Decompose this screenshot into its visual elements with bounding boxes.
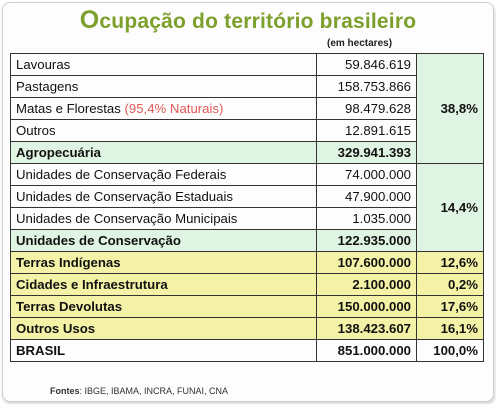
subtotal-row: Unidades de Conservação 122.935.000: [10, 229, 484, 252]
table-row: Outros Usos 138.423.607 16,1%: [10, 317, 484, 340]
unit-note: (em hectares): [327, 38, 393, 49]
row-label: Unidades de Conservação: [10, 229, 317, 252]
table-row: Unidades de Conservação Federais 74.000.…: [10, 163, 484, 252]
row-pct: 100,0%: [416, 339, 484, 362]
row-label: Terras Devolutas: [10, 295, 317, 318]
row-note: (95,4% Naturais): [124, 101, 224, 116]
row-value: 150.000.000: [316, 295, 417, 318]
table-row: Pastagens 158.753.866: [10, 75, 484, 98]
table-row: Outros 12.891.615: [10, 119, 484, 142]
group-pct-agro: 38,8%: [416, 53, 484, 164]
row-value: 98.479.628: [316, 97, 417, 120]
total-row: BRASIL 851.000.000 100,0%: [10, 339, 484, 362]
source-label: Fontes: [50, 386, 80, 396]
table-row: Matas e Florestas (95,4% Naturais) 98.47…: [10, 97, 484, 120]
row-pct: 12,6%: [416, 251, 484, 274]
row-value: 1.035.000: [316, 207, 417, 230]
row-label: Lavouras: [10, 53, 317, 76]
row-label: Matas e Florestas (95,4% Naturais): [10, 97, 317, 120]
row-value: 107.600.000: [316, 251, 417, 274]
table-row: Terras Indígenas 107.600.000 12,6%: [10, 251, 484, 274]
row-label: Cidades e Infraestrutura: [10, 273, 317, 296]
row-value: 2.100.000: [316, 273, 417, 296]
row-value: 138.423.607: [316, 317, 417, 340]
row-label: Unidades de Conservação Estaduais: [10, 185, 317, 208]
row-label: Pastagens: [10, 75, 317, 98]
row-label: BRASIL: [10, 339, 317, 362]
row-value: 122.935.000: [316, 229, 417, 252]
row-value: 158.753.866: [316, 75, 417, 98]
row-label: Terras Indígenas: [10, 251, 317, 274]
row-pct: 17,6%: [416, 295, 484, 318]
row-label: Unidades de Conservação Municipais: [10, 207, 317, 230]
row-label: Outros Usos: [10, 317, 317, 340]
row-pct: 16,1%: [416, 317, 484, 340]
group-pct-uc: 14,4%: [416, 163, 484, 252]
page-title: Ocupação do território brasileiro: [0, 6, 496, 35]
row-value: 74.000.000: [316, 163, 417, 186]
source-text: : IBGE, IBAMA, INCRA, FUNAI, CNA: [79, 386, 229, 396]
title-rest: cupação do território brasileiro: [99, 10, 417, 33]
title-initial: O: [79, 6, 100, 34]
table-row: Lavouras 59.846.619 38,8%: [10, 53, 484, 164]
row-label: Outros: [10, 119, 317, 142]
table-row: Cidades e Infraestrutura 2.100.000 0,2%: [10, 273, 484, 296]
row-label: Unidades de Conservação Federais: [10, 163, 317, 186]
subtotal-row: Agropecuária 329.941.393: [10, 141, 484, 164]
row-label: Agropecuária: [10, 141, 317, 164]
row-value: 59.846.619: [316, 53, 417, 76]
land-use-table: Lavouras 59.846.619 38,8% Pastagens 158.…: [10, 53, 484, 362]
table-row: Unidades de Conservação Estaduais 47.900…: [10, 185, 484, 208]
row-value: 12.891.615: [316, 119, 417, 142]
table-row: Unidades de Conservação Municipais 1.035…: [10, 207, 484, 230]
row-value: 47.900.000: [316, 185, 417, 208]
source-note: Fontes: IBGE, IBAMA, INCRA, FUNAI, CNA: [50, 386, 228, 396]
row-value: 329.941.393: [316, 141, 417, 164]
row-value: 851.000.000: [316, 339, 417, 362]
row-pct: 0,2%: [416, 273, 484, 296]
table-row: Terras Devolutas 150.000.000 17,6%: [10, 295, 484, 318]
row-label-text: Matas e Florestas: [16, 101, 125, 116]
